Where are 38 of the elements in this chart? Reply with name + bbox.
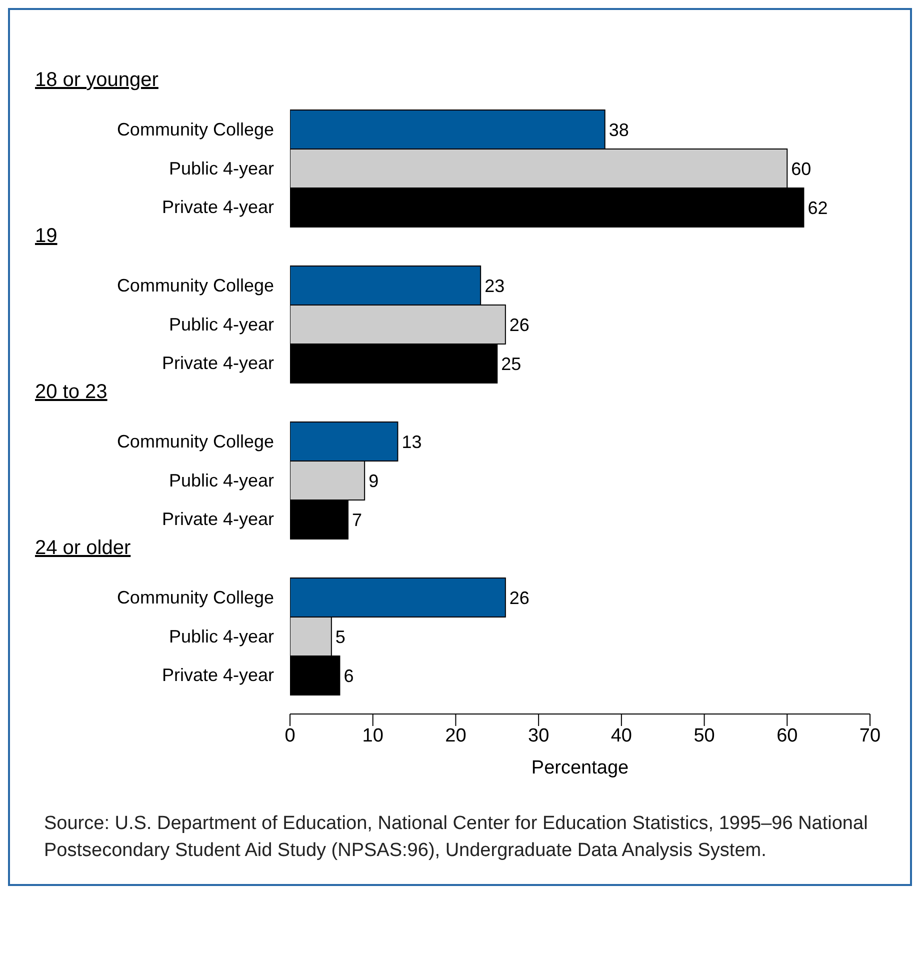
data-label: 60 [791, 158, 812, 179]
data-label: 7 [352, 510, 362, 530]
text: Community College [116, 276, 274, 296]
data-label: 38 [608, 120, 629, 140]
y-tick-label: 24 or older [35, 537, 131, 559]
data-label: 23 [484, 276, 505, 296]
x-tick-label: 50 [694, 725, 715, 746]
text: Public 4-year [168, 314, 274, 334]
data-label: 9 [368, 470, 379, 491]
text: Private 4-year [162, 352, 274, 373]
series-label: Private 4-year [162, 196, 274, 217]
x-tick-label: 30 [528, 725, 550, 746]
text: Public 4-year [168, 626, 274, 646]
text: Private 4-year [162, 508, 274, 529]
text: Private 4-year [162, 664, 274, 685]
y-tick-label: 19 [35, 225, 58, 247]
data-label: 26 [509, 588, 530, 608]
y-tick-label: 18 or younger [35, 69, 159, 91]
source-note: Source: U.S. Department of Education, National Center for Education Statistics, 1995–96 National Postsecondary Student Aid Study (NPSAS:96), Undergraduate Data Analysis System. [44, 812, 869, 863]
x-tick-label: 0 [284, 725, 296, 746]
text: Community College [116, 432, 274, 452]
x-tick-label: 10 [362, 725, 384, 746]
y-tick-label: 20 to 23 [35, 381, 108, 403]
x-tick-label: 20 [445, 725, 466, 746]
series-label: Public 4-year [168, 158, 274, 178]
x-tick-label: 70 [859, 725, 881, 746]
series-label: Community College [116, 120, 274, 140]
x-tick-label: 40 [610, 725, 632, 746]
data-label: 6 [344, 666, 354, 686]
x-axis-title: Percentage [531, 757, 629, 778]
data-label: 62 [808, 198, 828, 218]
data-label: 25 [501, 354, 522, 374]
text: Public 4-year [168, 470, 274, 490]
x-tick-label: 60 [776, 725, 798, 746]
text: Community College [116, 588, 274, 608]
data-label: 26 [509, 314, 530, 335]
data-label: 5 [335, 626, 346, 647]
data-label: 13 [402, 432, 422, 452]
